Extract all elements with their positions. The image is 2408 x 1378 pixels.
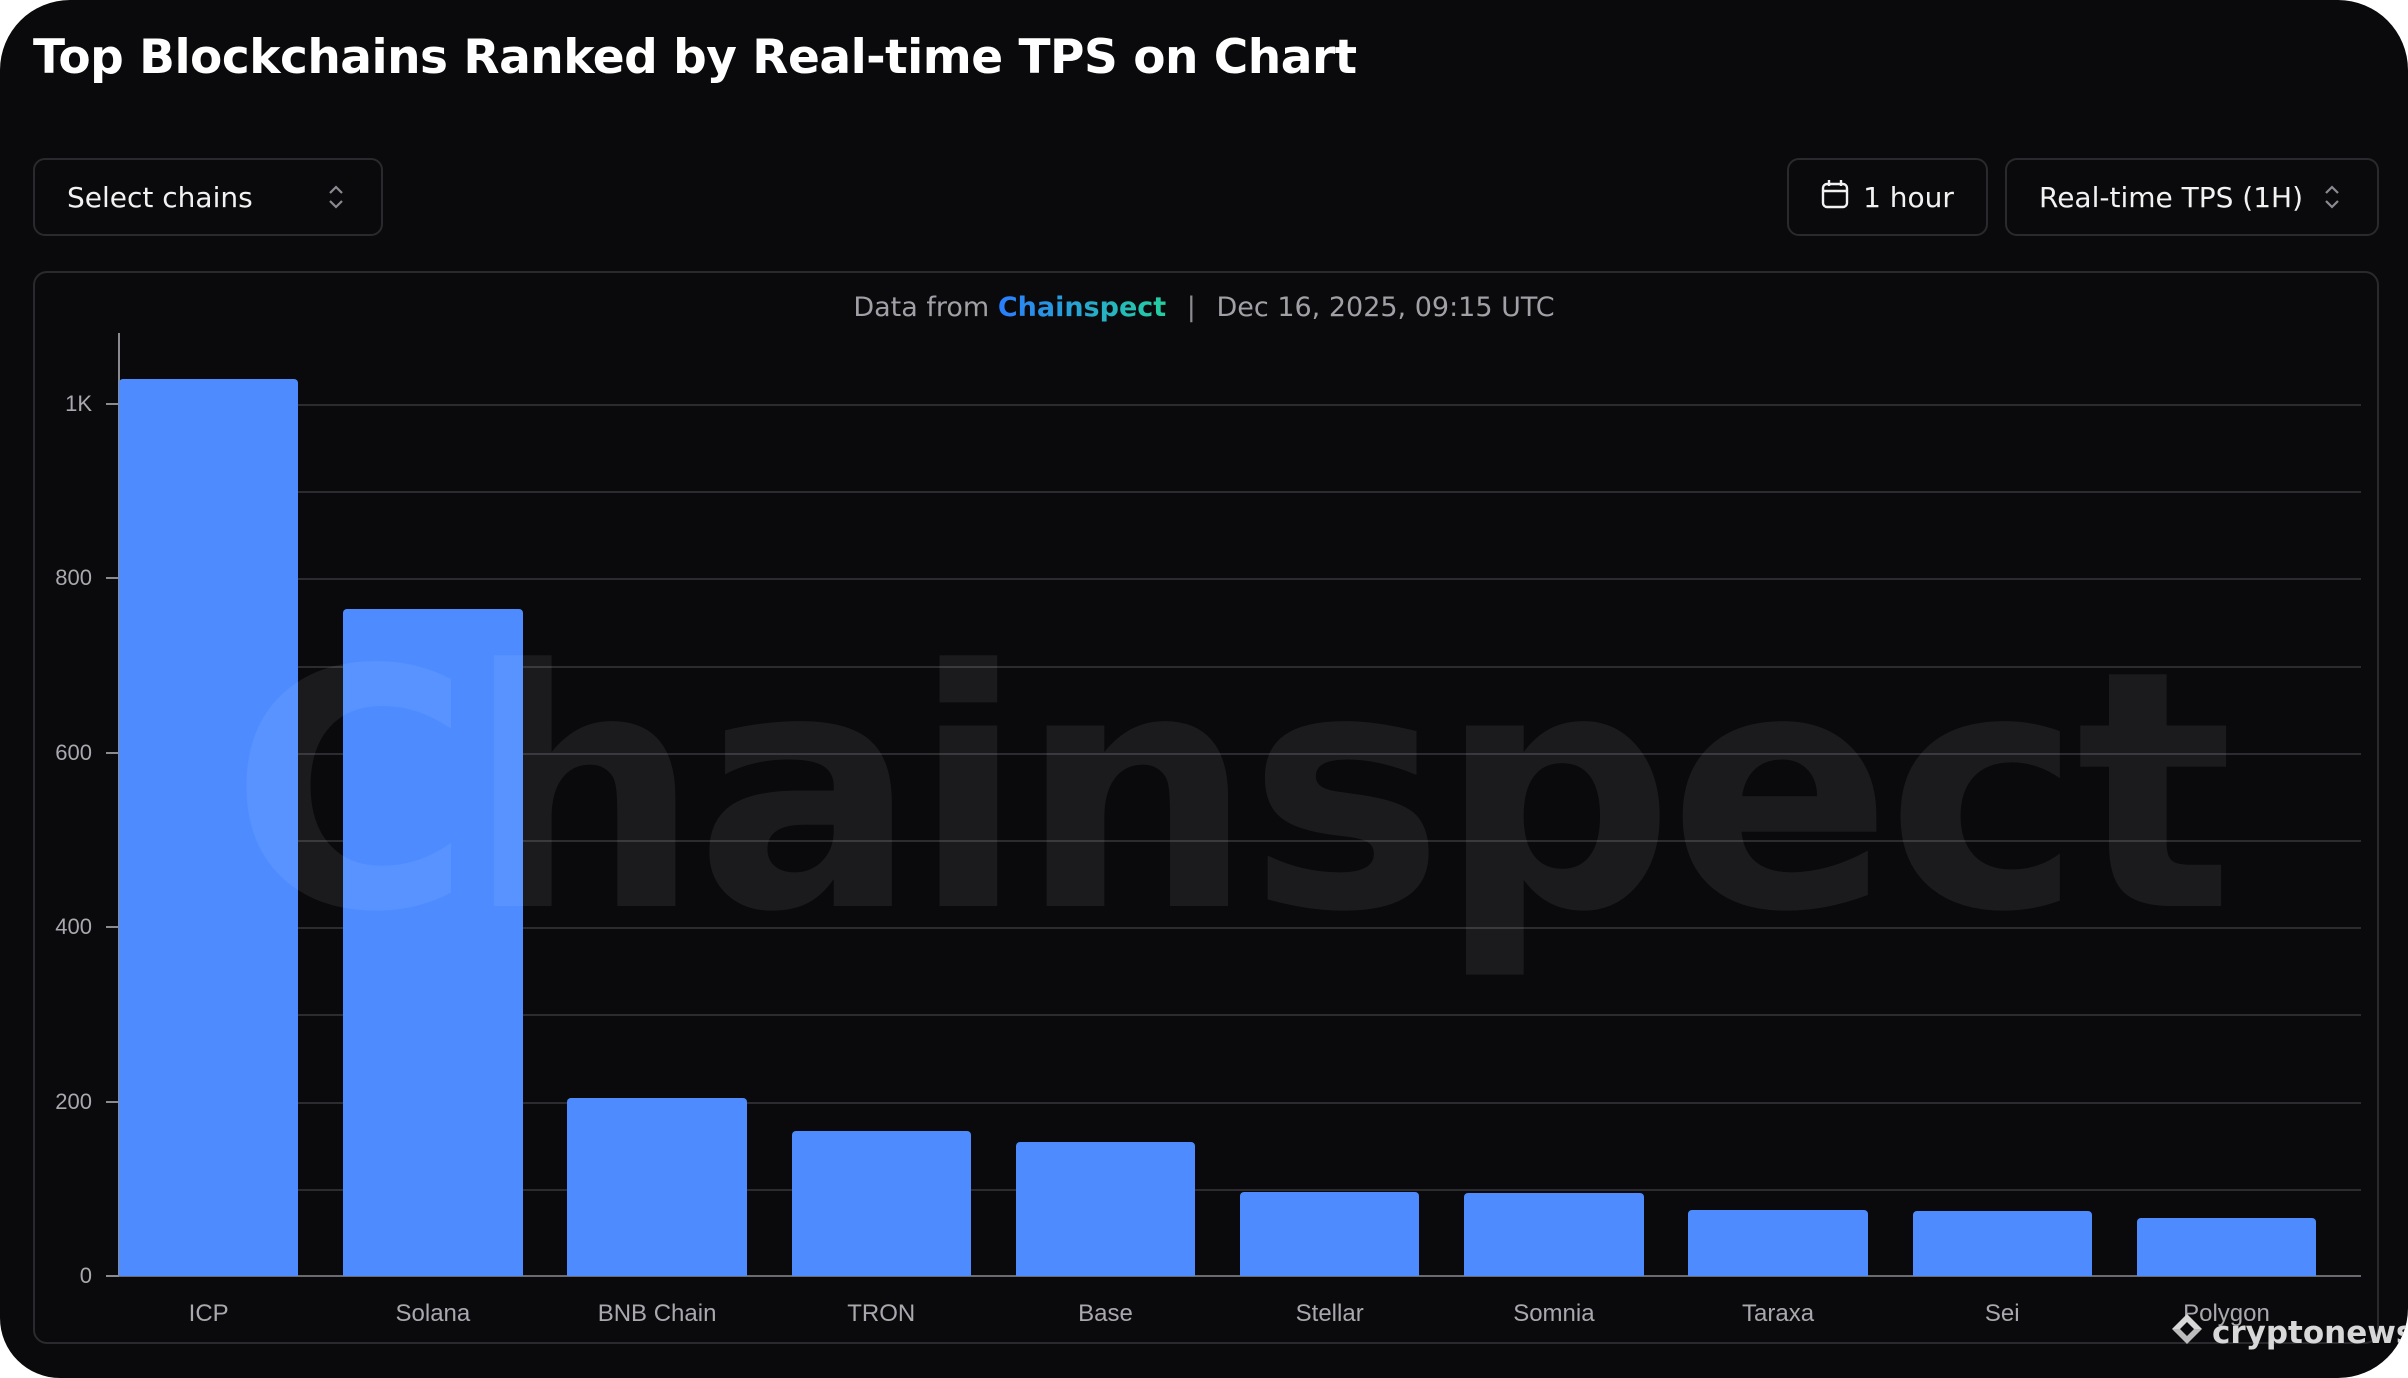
x-tick-label: TRON (847, 1300, 916, 1327)
gridline (119, 1188, 2361, 1191)
bar-sei[interactable] (1912, 1210, 2092, 1276)
gridline (119, 1014, 2361, 1017)
x-tick-label: ICP (188, 1300, 229, 1327)
y-tick-label: 0 (79, 1263, 92, 1288)
gridline (119, 840, 2361, 842)
x-tick-label: Taraxa (1742, 1300, 1815, 1327)
cryptonews-logo: cryptonews (2170, 1312, 2408, 1354)
source-separator: | (1186, 292, 1196, 323)
gridline (119, 665, 2361, 668)
y-tick-label: 1K (65, 391, 92, 416)
x-tick-label: Base (1078, 1300, 1133, 1327)
bar-icp[interactable] (119, 378, 299, 1276)
metric-label: Real-time TPS (1H) (2039, 180, 2304, 214)
data-source-line: Data from Chainspect | Dec 16, 2025, 09:… (0, 292, 2408, 323)
cryptonews-logo-text: cryptonews (2212, 1315, 2408, 1351)
select-chains-label: Select chains (67, 180, 253, 214)
y-tick-label: 400 (55, 914, 92, 940)
bar-polygon[interactable] (2136, 1218, 2317, 1276)
bar-somnia[interactable] (1464, 1193, 1644, 1276)
y-tick-mark (106, 1275, 118, 1277)
gridline (119, 578, 2361, 581)
chevron-updown-icon (327, 182, 345, 212)
source-timestamp: Dec 16, 2025, 09:15 UTC (1216, 292, 1555, 323)
time-range-button[interactable]: 1 hour (1787, 158, 1988, 236)
x-tick-label: Somnia (1513, 1300, 1595, 1327)
x-axis-line (119, 1275, 2361, 1277)
bar-bnb-chain[interactable] (567, 1098, 747, 1276)
chart-panel (33, 271, 2379, 1344)
gridline (119, 404, 2361, 406)
y-tick-mark (106, 1100, 118, 1103)
gridline (119, 752, 2361, 755)
y-tick-mark (106, 577, 118, 580)
metric-dropdown[interactable]: Real-time TPS (1H) (2005, 158, 2379, 236)
y-tick-label: 200 (55, 1088, 92, 1114)
y-tick-mark (106, 926, 118, 929)
y-tick-mark (106, 751, 118, 754)
bar-solana[interactable] (343, 608, 523, 1276)
x-tick-label: Solana (395, 1300, 471, 1327)
cryptonews-logo-icon (2170, 1312, 2204, 1354)
x-tick-label: Polygon (2183, 1300, 2270, 1327)
chevron-updown-icon (2323, 182, 2341, 212)
bar-stellar[interactable] (1240, 1192, 1420, 1276)
page-title: Top Blockchains Ranked by Real-time TPS … (33, 30, 1357, 85)
bar-taraxa[interactable] (1688, 1209, 1868, 1276)
gridline (119, 1101, 2361, 1104)
calendar-icon (1821, 179, 1849, 216)
y-tick-label: 600 (55, 739, 92, 765)
select-chains-dropdown[interactable]: Select chains (33, 158, 383, 236)
x-tick-label: Sei (1984, 1300, 2020, 1327)
source-brand-link[interactable]: Chainspect (997, 292, 1167, 323)
y-tick-mark (106, 403, 118, 405)
y-tick-label: 800 (55, 565, 92, 591)
gridline (119, 927, 2361, 930)
gridline (119, 491, 2361, 494)
source-prefix: Data from (853, 292, 990, 323)
bar-base[interactable] (1015, 1141, 1196, 1276)
bar-tron[interactable] (791, 1131, 971, 1276)
x-tick-label: Stellar (1295, 1300, 1364, 1327)
x-tick-label: BNB Chain (597, 1300, 717, 1327)
time-range-label: 1 hour (1863, 180, 1954, 214)
